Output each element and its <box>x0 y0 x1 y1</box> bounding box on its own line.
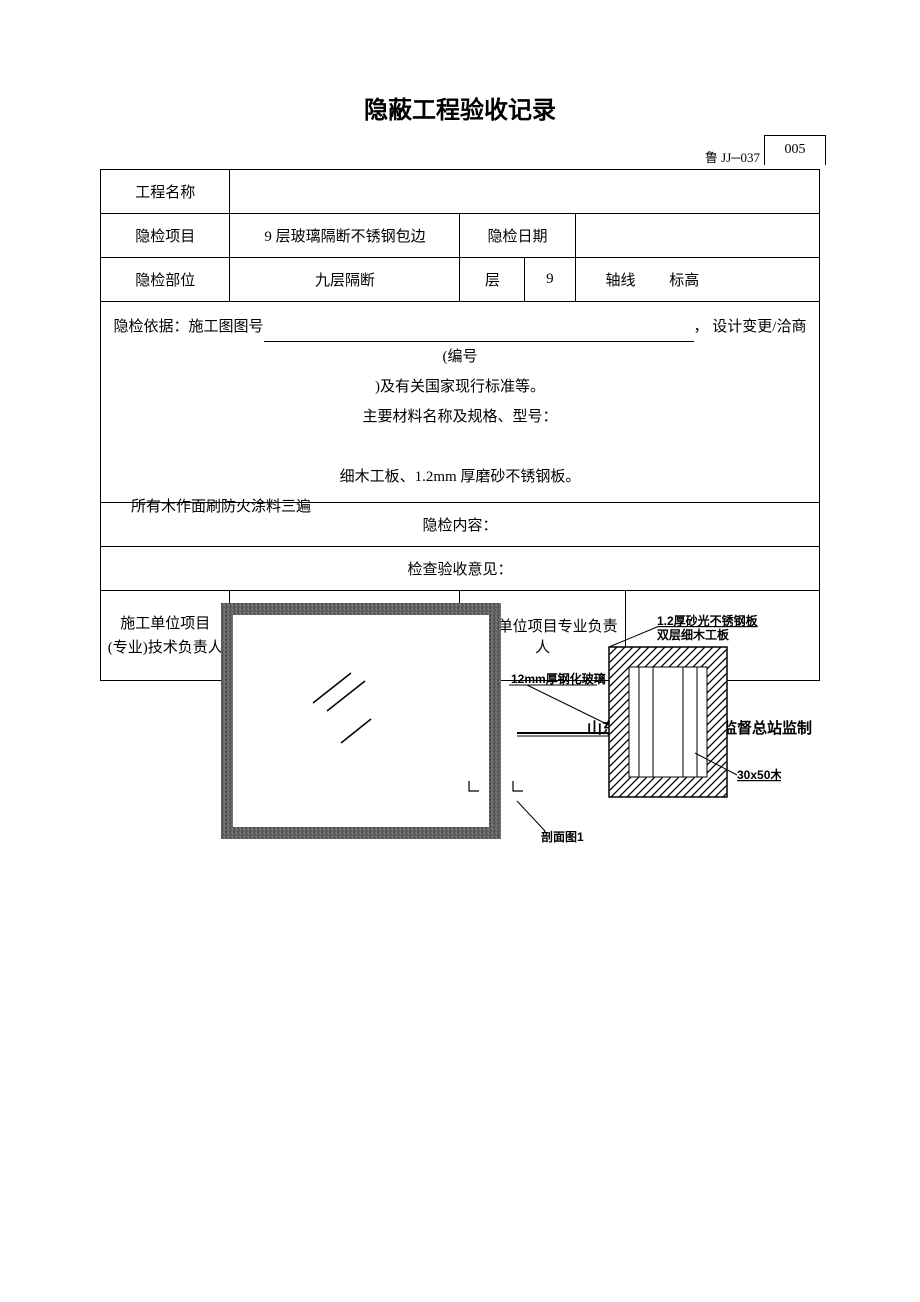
row-opinion: 检查验收意见： <box>101 547 820 591</box>
form-code: 鲁 JJ─037 <box>705 147 760 166</box>
diagram-svg: 12mm厚钢化玻璃 剖面图1 <box>221 603 781 863</box>
diagram-area: 12mm厚钢化玻璃 剖面图1 <box>221 603 761 863</box>
label-axis: 轴线 <box>606 273 636 289</box>
label-elevation: 标高 <box>669 273 699 289</box>
row-project-name: 工程名称 <box>101 170 820 214</box>
label-insp-part: 隐检部位 <box>101 258 230 302</box>
value-insp-item: 9 层玻璃隔断不锈钢包边 <box>230 214 460 258</box>
row-insp-item: 隐检项目 9 层玻璃隔断不锈钢包边 隐检日期 <box>101 214 820 258</box>
label-glass: 12mm厚钢化玻璃 <box>511 671 606 686</box>
corner-mark <box>513 781 523 791</box>
label-steel: 1.2厚砂光不锈钢板 <box>657 613 759 628</box>
value-project-name <box>230 170 820 214</box>
sig1-line1: 施工单位项目 <box>120 616 210 632</box>
label-insp-item: 隐检项目 <box>101 214 230 258</box>
sig-construction-label: 施工单位项目 (专业)技术负责人 <box>101 591 230 681</box>
main-table: 工程名称 隐检项目 9 层玻璃隔断不锈钢包边 隐检日期 隐检部位 九层隔断 层 … <box>100 169 820 681</box>
axis-elevation-cell: 轴线 标高 <box>575 258 819 302</box>
frame-inner <box>233 615 489 827</box>
material-value: 细木工板、1.2mm 厚磨砂不锈钢板。 <box>340 469 581 485</box>
doc-title: 隐蔽工程验收记录 <box>100 90 820 125</box>
basis-prefix: 隐检依据：施工图图号 <box>114 319 264 335</box>
page-number-box: 005 <box>764 135 826 165</box>
header-meta: 鲁 JJ─037 005 <box>100 143 820 169</box>
row-basis: 隐检依据：施工图图号 ， 设计变更/洽商(编号 )及有关国家现行标准等。 主要材料… <box>101 302 820 503</box>
value-insp-date <box>575 214 819 258</box>
detail-section: 1.2厚砂光不锈钢板 双层细木工板 30x50木龙骨 <box>609 613 781 797</box>
basis-line2: )及有关国家现行标准等。 <box>375 379 545 395</box>
label-floor: 层 <box>460 258 525 302</box>
value-floor: 9 <box>525 258 575 302</box>
label-insp-date: 隐检日期 <box>460 214 575 258</box>
fire-note: 所有木作面刷防火涂料三遍 <box>131 495 311 516</box>
opinion-label: 检查验收意见： <box>407 562 512 578</box>
label-blockboard: 双层细木工板 <box>657 627 730 642</box>
label-wood-keel: 30x50木龙骨 <box>737 767 781 782</box>
content-label: 隐检内容： <box>422 518 497 534</box>
row-content: 隐检内容： <box>101 503 820 547</box>
row-insp-part: 隐检部位 九层隔断 层 9 轴线 标高 <box>101 258 820 302</box>
basis-underline <box>264 341 694 342</box>
material-label: 主要材料名称及规格、型号： <box>362 409 557 425</box>
label-project-name: 工程名称 <box>101 170 230 214</box>
basis-suffix: ， 设计变更/洽商(编号 <box>443 319 807 365</box>
label-section: 剖面图1 <box>541 829 584 844</box>
sig1-line2: (专业)技术负责人 <box>108 640 223 656</box>
value-insp-part: 九层隔断 <box>230 258 460 302</box>
